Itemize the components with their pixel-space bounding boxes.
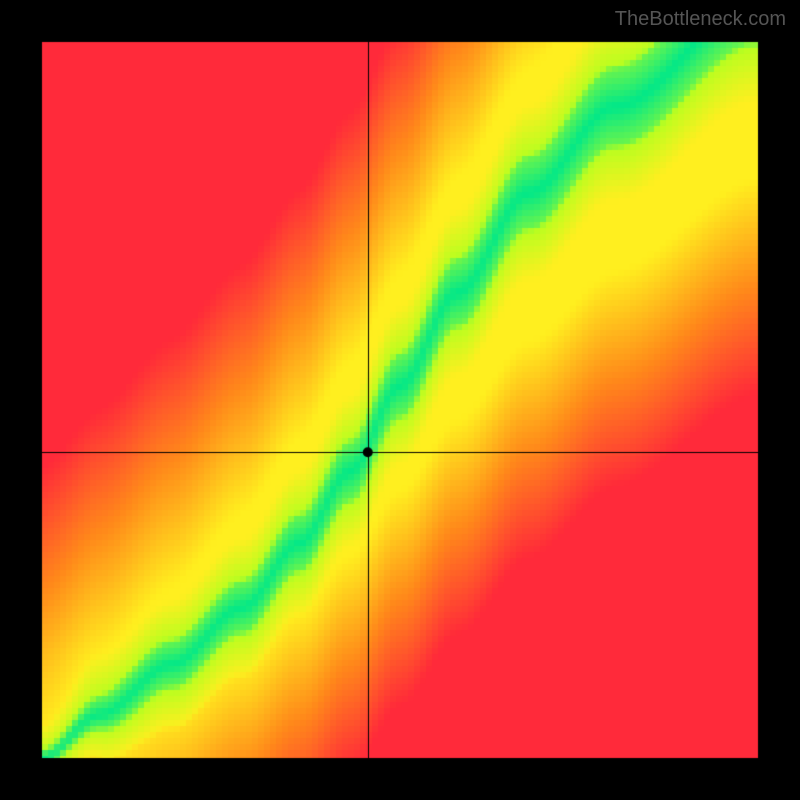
watermark-text: TheBottleneck.com — [615, 8, 786, 31]
heatmap-canvas — [0, 0, 800, 800]
chart-container: TheBottleneck.com — [0, 0, 800, 800]
